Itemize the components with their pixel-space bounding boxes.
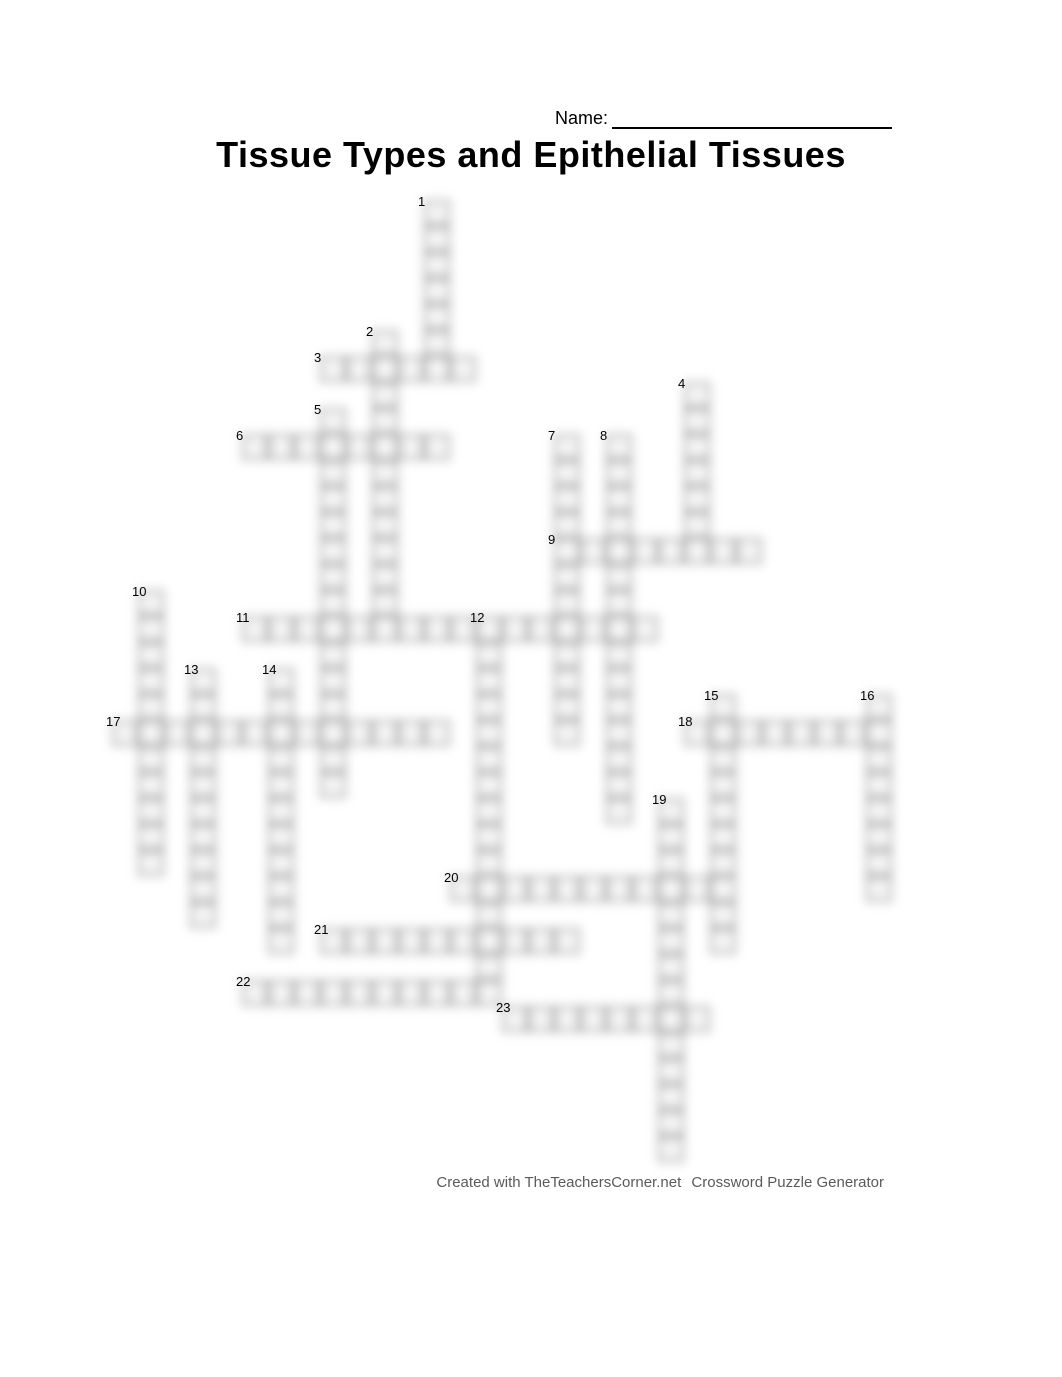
clue-number: 19 [652, 792, 666, 807]
clue-number: 18 [678, 714, 692, 729]
footer-generator: Crossword Puzzle Generator [691, 1174, 884, 1191]
clue-number: 9 [548, 532, 555, 547]
clue-number: 12 [470, 610, 484, 625]
clue-number: 15 [704, 688, 718, 703]
clue-number: 3 [314, 350, 321, 365]
clue-numbers-layer: 1234567891011121314151617181920212223 [60, 200, 890, 1180]
clue-number: 8 [600, 428, 607, 443]
name-input-line[interactable] [612, 109, 892, 129]
footer-created: Created with TheTeachersCorner.net [436, 1174, 681, 1191]
clue-number: 7 [548, 428, 555, 443]
page: Name: Tissue Types and Epithelial Tissue… [0, 0, 1062, 1377]
clue-number: 4 [678, 376, 685, 391]
clue-number: 5 [314, 402, 321, 417]
clue-number: 6 [236, 428, 243, 443]
clue-number: 1 [418, 194, 425, 209]
footer: Created with TheTeachersCorner.net Cross… [0, 1174, 1062, 1191]
clue-number: 23 [496, 1000, 510, 1015]
clue-number: 22 [236, 974, 250, 989]
clue-number: 10 [132, 584, 146, 599]
name-row: Name: [555, 108, 892, 129]
clue-number: 2 [366, 324, 373, 339]
page-title: Tissue Types and Epithelial Tissues [0, 134, 1062, 176]
clue-number: 13 [184, 662, 198, 677]
clue-number: 16 [860, 688, 874, 703]
clue-number: 17 [106, 714, 120, 729]
name-label: Name: [555, 108, 608, 129]
clue-number: 14 [262, 662, 276, 677]
clue-number: 20 [444, 870, 458, 885]
clue-number: 21 [314, 922, 328, 937]
clue-number: 11 [236, 610, 250, 625]
